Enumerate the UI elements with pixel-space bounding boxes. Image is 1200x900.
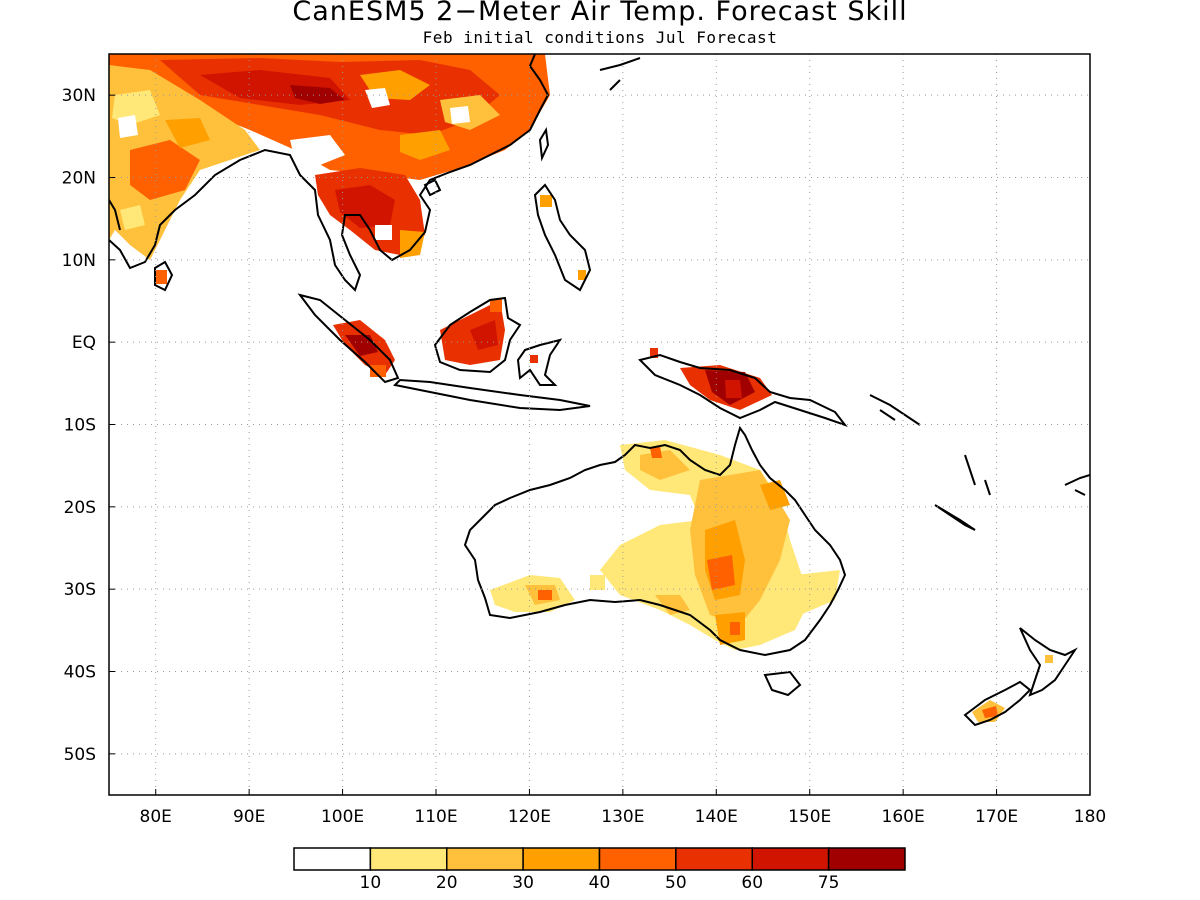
- colorbar-swatch: [446, 847, 524, 871]
- lon-tick-label: 90E: [233, 807, 265, 827]
- coast-india-west: [109, 199, 121, 231]
- coast-tasmania: [763, 670, 802, 697]
- coast-borneo: [433, 296, 522, 374]
- lat-tick-label: 10N: [62, 251, 96, 271]
- colorbar-label: 40: [589, 873, 611, 893]
- lon-tick-label: 150E: [788, 807, 831, 827]
- region-philippines: [540, 195, 552, 207]
- lat-tick-label: 30S: [64, 580, 96, 600]
- lon-tick-label: 80E: [140, 807, 172, 827]
- colorbar-label: 20: [436, 873, 458, 893]
- coast-australia: [463, 425, 847, 657]
- region-indochina: [315, 168, 425, 258]
- lat-tick-label: 50S: [64, 745, 96, 765]
- coast-taiwan: [538, 127, 550, 162]
- colorbar-swatch: [675, 847, 753, 871]
- colorbar-swatch: [598, 847, 677, 871]
- coast-fiji: [1064, 474, 1090, 496]
- lat-tick-label: EQ: [72, 333, 96, 353]
- colorbar-swatch: [522, 847, 601, 871]
- coast-asia: [109, 54, 550, 292]
- colorbar-label: 60: [741, 873, 763, 893]
- lon-tick-label: 160E: [882, 807, 925, 827]
- region-borneo: [440, 298, 505, 365]
- region-india: [109, 65, 260, 284]
- coast-sulawesi: [516, 338, 563, 386]
- region-china: [109, 54, 550, 180]
- lat-tick-label: 20N: [62, 169, 96, 189]
- colorbar-label: 50: [665, 873, 687, 893]
- colorbar: 10 20 30 40 50 60 75: [293, 847, 906, 893]
- grid-lines: [109, 54, 1090, 795]
- coast-philippines: [533, 183, 592, 292]
- lon-tick-label: 110E: [414, 807, 457, 827]
- lon-tick-label: 120E: [508, 807, 551, 827]
- colorbar-swatch: [827, 847, 906, 871]
- coast-nz-south: [963, 680, 1032, 727]
- colorbar-swatch: [369, 847, 448, 871]
- colorbar-swatch: [751, 847, 830, 871]
- map-title: CanESM5 2−Meter Air Temp. Forecast Skill: [292, 0, 908, 27]
- coast-solomons: [869, 394, 921, 426]
- coast-new-guinea: [638, 353, 848, 428]
- coast-new-caledonia: [934, 504, 976, 531]
- coast-nz-north: [1019, 627, 1078, 697]
- lat-tick-label: 10S: [64, 416, 96, 436]
- skill-shading: [109, 54, 1053, 722]
- lat-tick-label: 20S: [64, 498, 96, 518]
- lat-tick-label: 40S: [64, 663, 96, 683]
- coast-hainan: [423, 178, 442, 197]
- colorbar-label: 30: [512, 873, 534, 893]
- colorbar-label: 10: [360, 873, 382, 893]
- plot-frame: [108, 53, 1091, 796]
- lat-tick-label: 30N: [62, 86, 96, 106]
- coast-sumatra: [297, 293, 400, 384]
- coast-java: [392, 378, 591, 412]
- map-subtitle: Feb initial conditions Jul Forecast: [422, 28, 778, 47]
- coastlines: [109, 54, 1090, 727]
- coast-japan: [599, 57, 641, 91]
- colorbar-swatch: [293, 847, 372, 871]
- coast-sri-lanka: [154, 260, 174, 292]
- lon-tick-label: 100E: [321, 807, 364, 827]
- lon-tick-label: 170E: [975, 807, 1018, 827]
- colorbar-label: 75: [818, 873, 840, 893]
- lon-tick-label: 130E: [601, 807, 644, 827]
- coast-vanuatu: [964, 454, 991, 496]
- lon-tick-label: 140E: [695, 807, 738, 827]
- region-australia: [490, 440, 840, 650]
- axes: 80E 90E 100E 110E 120E 130E 140E 150E 160E 170E 18…: [62, 86, 1107, 827]
- lon-tick-label: 180: [1074, 807, 1106, 827]
